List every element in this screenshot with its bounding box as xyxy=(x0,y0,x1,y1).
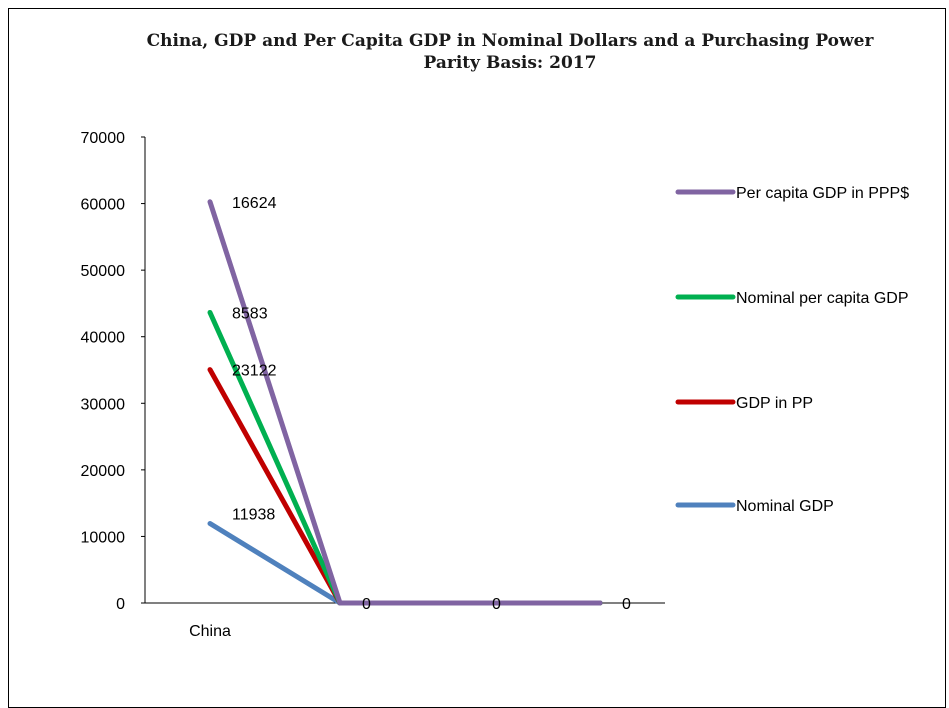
data-label: 0 xyxy=(362,596,371,613)
series-line-3 xyxy=(207,199,603,606)
data-label: 16624 xyxy=(232,195,277,212)
y-tick-label: 70000 xyxy=(81,130,126,147)
y-tick-label: 0 xyxy=(116,596,125,613)
x-tick-label: China xyxy=(189,623,231,640)
series-line-0 xyxy=(207,521,603,606)
y-tick-label: 20000 xyxy=(81,463,126,480)
data-label: 23122 xyxy=(232,363,277,380)
y-tick-label: 60000 xyxy=(81,197,126,214)
legend-label: Nominal GDP xyxy=(736,498,834,515)
data-label: 0 xyxy=(622,596,631,613)
series-lines xyxy=(207,199,603,606)
y-tick-label: 50000 xyxy=(81,263,126,280)
data-label: 11938 xyxy=(232,507,275,524)
y-tick-label: 10000 xyxy=(81,529,126,546)
chart-frame xyxy=(8,8,946,708)
legend: Per capita GDP in PPP$ Nominal per capita… xyxy=(675,185,909,515)
legend-label: GDP in PP xyxy=(736,395,813,412)
data-labels: 11938 23122 8583 16624 0 0 0 xyxy=(232,195,631,613)
data-label: 8583 xyxy=(232,305,268,322)
line-chart: 0 10000 20000 30000 40000 50000 60000 70000 Chin… xyxy=(81,130,910,640)
legend-label: Nominal per capita GDP xyxy=(736,290,909,307)
legend-label: Per capita GDP in PPP$ xyxy=(736,185,909,202)
series-line-1 xyxy=(207,367,603,606)
data-label: 0 xyxy=(492,596,501,613)
y-tick-label: 30000 xyxy=(81,396,126,413)
y-tick-label: 40000 xyxy=(81,330,126,347)
chart-title: China, GDP and Per Capita GDP in Nominal… xyxy=(146,31,874,73)
axes: 0 10000 20000 30000 40000 50000 60000 70000 Chin… xyxy=(81,130,665,640)
